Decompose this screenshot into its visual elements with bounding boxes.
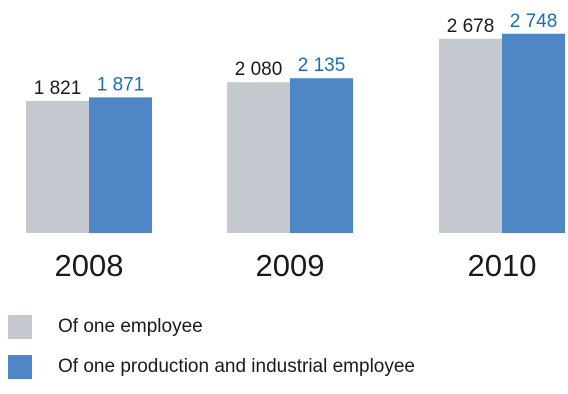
category-labels-group: 2008 2009 2010 [55,248,537,283]
legend-swatch-production-employee [8,355,32,379]
bar-2009-series-0 [227,82,290,233]
legend: Of one employee Of one production and in… [8,314,415,394]
bar-2008-series-1 [89,97,152,233]
category-label-2009: 2009 [256,248,325,283]
value-label-2009-series-1: 2 135 [298,55,346,76]
value-labels-group: 1 821 1 871 2 080 2 135 2 678 2 748 [34,11,558,99]
value-label-2010-series-0: 2 678 [447,16,495,37]
category-label-2010: 2010 [468,248,537,283]
category-label-2008: 2008 [55,248,124,283]
value-label-2008-series-0: 1 821 [34,78,82,99]
value-label-2009-series-0: 2 080 [235,59,283,80]
legend-label-employee: Of one employee [58,316,203,337]
legend-swatch-employee [8,315,32,339]
bars-group [26,33,565,234]
bar-2010-series-0 [439,38,502,233]
legend-label-production-employee: Of one production and industrial employe… [58,356,416,377]
legend-item-production-employee: Of one production and industrial employe… [8,354,415,380]
value-label-2008-series-1: 1 871 [97,74,145,95]
bar-2009-series-1 [290,78,353,234]
bar-2008-series-0 [26,100,89,233]
bar-2010-series-1 [502,33,565,233]
legend-item-employee: Of one employee [8,314,415,340]
value-label-2010-series-1: 2 748 [510,11,558,32]
